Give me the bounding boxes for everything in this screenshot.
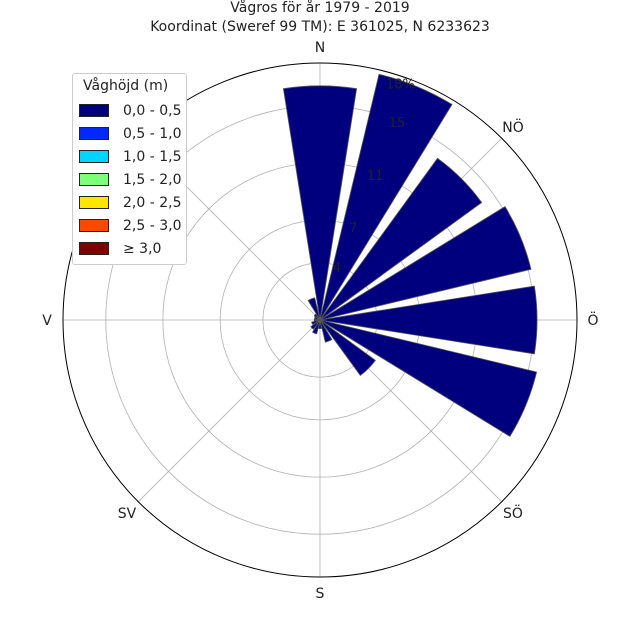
legend-swatch bbox=[79, 150, 109, 163]
direction-label: Ö bbox=[587, 311, 598, 329]
rose-bar bbox=[319, 206, 532, 321]
radial-tick-label: 11 bbox=[367, 169, 384, 184]
rose-bar bbox=[319, 157, 483, 321]
rose-bar bbox=[311, 319, 321, 326]
rose-bar bbox=[307, 297, 321, 321]
polar-frame bbox=[62, 62, 578, 578]
legend-label: 2,0 - 2,5 bbox=[123, 194, 182, 211]
legend-label: 0,5 - 1,0 bbox=[123, 125, 182, 142]
legend-swatch bbox=[79, 173, 109, 186]
direction-label: NÖ bbox=[502, 118, 524, 136]
legend-item: 1,5 - 2,0 bbox=[79, 168, 182, 191]
rose-bar bbox=[313, 313, 321, 321]
legend-swatch bbox=[79, 219, 109, 232]
legend-item: 2,5 - 3,0 bbox=[79, 214, 182, 237]
rose-bar bbox=[311, 319, 321, 335]
legend-label: 0,0 - 0,5 bbox=[123, 102, 182, 119]
legend-item: 1,0 - 1,5 bbox=[79, 145, 182, 168]
radial-tick-label: 7 bbox=[349, 222, 357, 237]
legend-label: 1,0 - 1,5 bbox=[123, 148, 182, 165]
legend-title: Våghöjd (m) bbox=[83, 78, 169, 94]
rose-bar bbox=[310, 319, 321, 330]
direction-label: SV bbox=[118, 506, 137, 522]
legend-label: 1,5 - 2,0 bbox=[123, 171, 182, 188]
rose-bar bbox=[319, 73, 453, 321]
rose-bar bbox=[319, 285, 538, 355]
direction-label: SÖ bbox=[503, 504, 523, 522]
legend-swatch bbox=[79, 104, 109, 117]
legend-item: 0,0 - 0,5 bbox=[79, 99, 182, 122]
chart-title: Vågros för år 1979 - 2019 bbox=[230, 0, 410, 16]
rose-bar bbox=[319, 319, 376, 376]
radial-tick-label: 4 bbox=[333, 261, 341, 276]
rose-bar bbox=[318, 319, 322, 329]
direction-label: V bbox=[42, 313, 52, 329]
legend-item: 2,0 - 2,5 bbox=[79, 191, 182, 214]
legend: Våghöjd (m) 0,0 - 0,5 0,5 - 1,0 1,0 - 1,5 1… bbox=[72, 73, 187, 265]
radial-tick-label: 15 bbox=[389, 116, 406, 131]
direction-label: S bbox=[316, 586, 325, 602]
legend-swatch bbox=[79, 127, 109, 140]
direction-label: N bbox=[315, 40, 325, 56]
polar-bars bbox=[282, 73, 538, 437]
legend-item: 0,5 - 1,0 bbox=[79, 122, 182, 145]
legend-label: 2,5 - 3,0 bbox=[123, 217, 182, 234]
legend-label: ≥ 3,0 bbox=[123, 240, 162, 257]
legend-item: ≥ 3,0 bbox=[79, 237, 180, 260]
legend-swatch bbox=[79, 196, 109, 209]
rose-bar bbox=[319, 319, 333, 343]
chart-subtitle: Koordinat (Sweref 99 TM): E 361025, N 62… bbox=[150, 19, 490, 35]
legend-swatch bbox=[79, 242, 109, 255]
rose-bar bbox=[282, 85, 358, 321]
radial-tick-label: 18% bbox=[386, 78, 415, 93]
rose-bar bbox=[319, 319, 538, 437]
radial-tick-labels: 4 7 11 15 18% bbox=[333, 78, 415, 277]
